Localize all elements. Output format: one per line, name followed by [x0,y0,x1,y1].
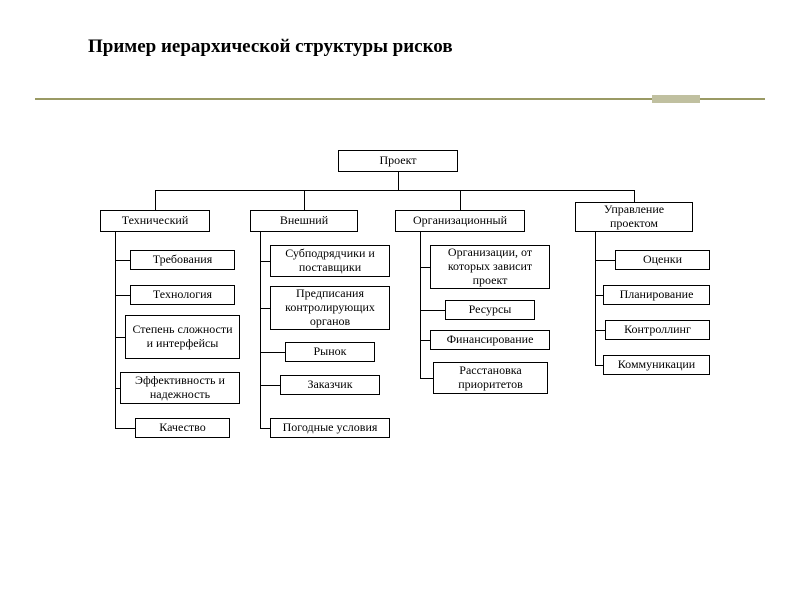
tree-leaf: Расстановка приоритетов [433,362,548,394]
tree-category: Управление проектом [575,202,693,232]
tree-leaf: Коммуникации [603,355,710,375]
connector [420,340,430,341]
connector [155,190,634,191]
connector [115,295,130,296]
tree-leaf: Организации, от которых зависит проект [430,245,550,289]
tree-leaf: Финансирование [430,330,550,350]
connector [260,385,280,386]
tree-leaf: Погодные условия [270,418,390,438]
connector [595,330,605,331]
tree-leaf: Степень сложности и интерфейсы [125,315,240,359]
tree-leaf: Ресурсы [445,300,535,320]
title-divider [35,95,765,103]
tree-leaf: Технология [130,285,235,305]
connector [115,428,135,429]
connector [398,172,399,190]
connector [595,232,596,365]
tree-leaf: Качество [135,418,230,438]
tree-leaf: Предписания контролирующих органов [270,286,390,330]
connector [260,352,285,353]
connector [634,190,635,202]
connector [420,267,430,268]
tree-leaf: Планирование [603,285,710,305]
tree-category: Внешний [250,210,358,232]
tree-leaf: Рынок [285,342,375,362]
tree-root: Проект [338,150,458,172]
connector [595,260,615,261]
tree-leaf: Оценки [615,250,710,270]
connector [260,308,270,309]
connector [595,365,603,366]
connector [595,295,603,296]
tree-leaf: Заказчик [280,375,380,395]
page-title: Пример иерархической структуры рисков [88,36,800,58]
tree-leaf: Контроллинг [605,320,710,340]
connector [420,378,433,379]
connector [115,260,130,261]
tree-leaf: Субподрядчики и поставщики [270,245,390,277]
tree-category: Технический [100,210,210,232]
tree-category: Организационный [395,210,525,232]
connector [420,310,445,311]
connector [155,190,156,210]
connector [460,190,461,210]
connector [304,190,305,210]
connector [260,261,270,262]
connector [115,337,125,338]
connector [420,232,421,378]
hierarchy-diagram: Проект Технический Внешний Организационный У… [75,150,735,530]
connector [115,232,116,428]
tree-leaf: Требования [130,250,235,270]
tree-leaf: Эффективность и надежность [120,372,240,404]
connector [260,428,270,429]
